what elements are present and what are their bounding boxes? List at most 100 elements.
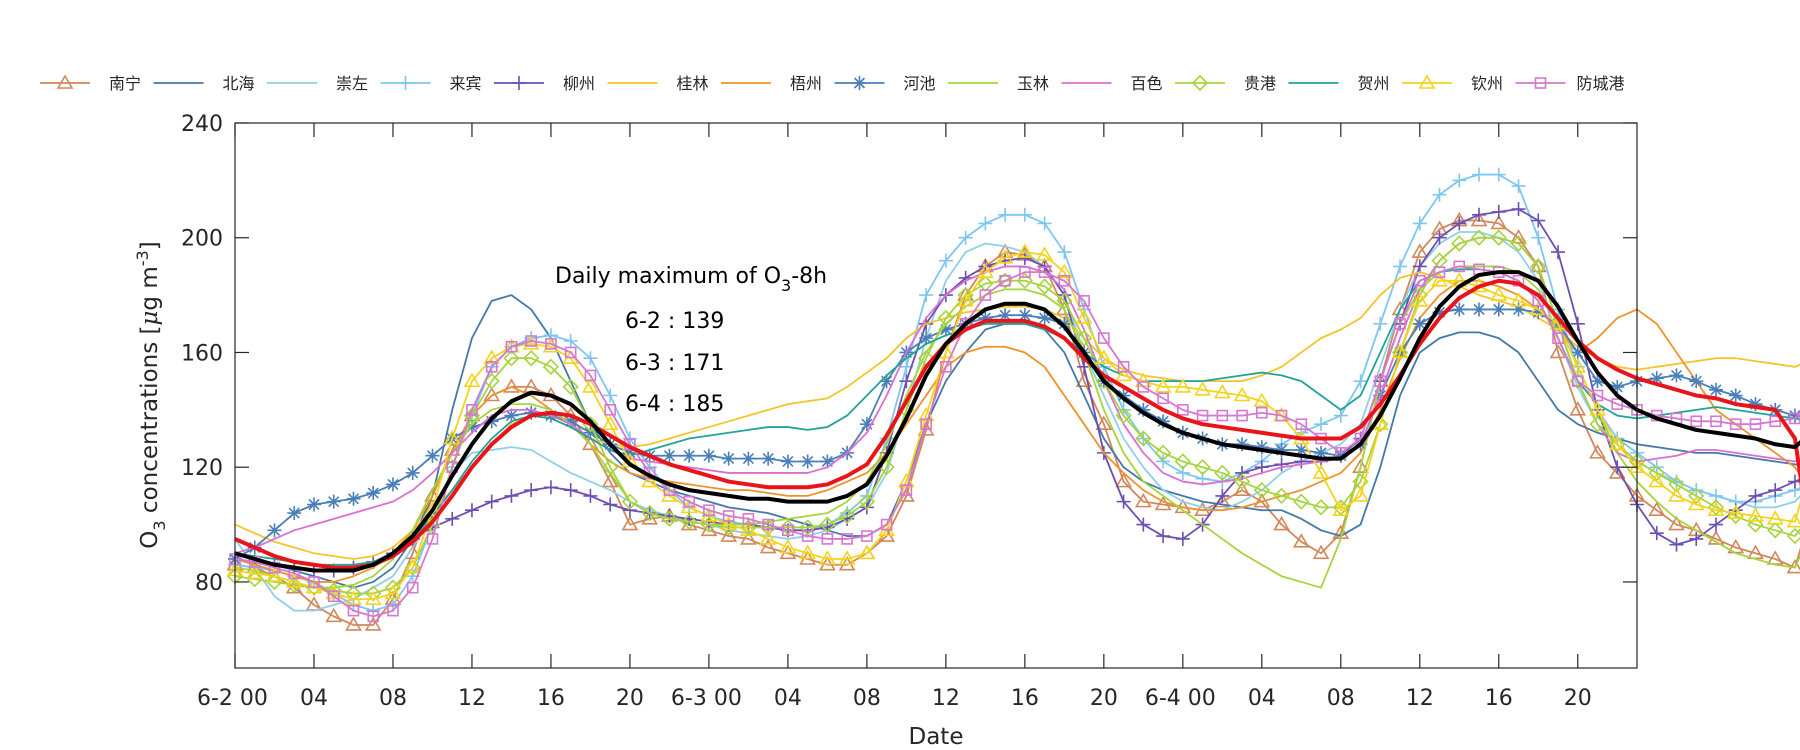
data-point-marker xyxy=(720,527,738,542)
data-point-marker xyxy=(1727,504,1745,519)
data-point-marker xyxy=(1057,245,1072,260)
data-point-marker xyxy=(1098,332,1110,344)
data-point-marker xyxy=(1095,415,1113,430)
x-tick-label: 16 xyxy=(537,686,565,711)
data-point-marker xyxy=(385,477,400,492)
data-point-marker xyxy=(1333,448,1348,463)
x-tick-label: 16 xyxy=(1011,686,1039,711)
data-point-marker xyxy=(1767,522,1784,539)
annotation-line-2: 6-3 : 171 xyxy=(625,351,724,376)
data-point-marker xyxy=(1036,246,1053,261)
data-point-marker xyxy=(976,263,994,278)
legend-label: 桂林 xyxy=(676,74,708,93)
data-point-marker xyxy=(1411,292,1429,307)
data-point-marker xyxy=(1236,409,1248,422)
data-point-marker xyxy=(1312,464,1330,479)
data-point-marker xyxy=(1273,515,1290,531)
data-point-marker xyxy=(1689,483,1704,498)
data-point-marker xyxy=(1056,292,1073,309)
data-point-marker xyxy=(345,585,362,602)
series-line xyxy=(234,278,1800,570)
data-point-marker xyxy=(1411,243,1429,258)
data-point-marker xyxy=(1747,516,1764,533)
x-tick-label: 12 xyxy=(932,686,960,711)
data-point-marker xyxy=(601,472,619,488)
data-point-marker xyxy=(1373,316,1388,331)
data-point-marker xyxy=(1453,260,1466,273)
data-point-marker xyxy=(1431,272,1448,287)
data-point-marker xyxy=(564,346,577,359)
data-point-marker xyxy=(1214,464,1231,482)
data-point-marker xyxy=(1748,488,1763,503)
data-point-marker xyxy=(1233,473,1251,490)
data-point-marker xyxy=(1057,316,1072,331)
data-point-marker xyxy=(1216,409,1229,422)
data-point-marker xyxy=(266,567,283,583)
data-point-marker xyxy=(1352,487,1369,502)
data-point-marker xyxy=(1136,517,1151,532)
data-point-marker xyxy=(345,590,362,605)
data-point-marker xyxy=(799,519,816,536)
x-tick-label: 12 xyxy=(458,686,486,711)
data-point-marker xyxy=(584,369,597,382)
data-point-marker xyxy=(1491,167,1506,182)
data-point-marker xyxy=(1134,493,1152,508)
data-point-marker xyxy=(1292,533,1310,548)
data-point-marker xyxy=(1551,245,1566,260)
data-point-marker xyxy=(1689,531,1704,546)
data-point-marker xyxy=(641,504,658,522)
data-point-marker xyxy=(1115,472,1132,488)
legend-item: 梧州 xyxy=(721,74,822,93)
data-point-marker xyxy=(503,378,520,393)
data-point-marker xyxy=(682,448,697,463)
data-point-marker xyxy=(1095,349,1113,365)
data-point-marker xyxy=(1075,309,1093,324)
data-point-marker xyxy=(740,530,757,545)
data-point-marker xyxy=(1036,278,1053,295)
data-point-marker xyxy=(485,361,498,373)
data-point-marker xyxy=(1472,167,1487,182)
x-tick-label: 20 xyxy=(1090,686,1118,711)
data-point-marker xyxy=(1078,295,1090,307)
series-line xyxy=(234,265,1800,618)
data-point-marker xyxy=(1174,378,1192,393)
data-point-marker xyxy=(1352,458,1369,474)
data-point-marker xyxy=(1728,388,1743,403)
data-point-marker xyxy=(1669,537,1684,552)
data-point-marker xyxy=(366,486,381,501)
data-point-marker xyxy=(1412,259,1427,274)
data-point-marker xyxy=(1608,435,1626,451)
data-point-marker xyxy=(1609,436,1626,453)
data-point-marker xyxy=(285,573,303,588)
data-point-marker xyxy=(246,564,264,580)
data-point-marker xyxy=(1156,529,1171,544)
data-point-marker xyxy=(503,350,520,367)
data-point-marker xyxy=(1374,375,1387,387)
x-tick-label: 16 xyxy=(1485,686,1513,711)
data-point-marker xyxy=(1432,187,1447,202)
data-point-marker xyxy=(1233,386,1251,402)
data-point-marker xyxy=(779,538,797,554)
data-point-marker xyxy=(1570,345,1585,360)
data-point-marker xyxy=(852,76,867,90)
legend-label: 河池 xyxy=(903,74,935,93)
data-point-marker xyxy=(937,309,955,327)
data-point-marker xyxy=(1552,332,1564,344)
data-point-marker xyxy=(604,404,616,416)
x-tick-label: 20 xyxy=(616,686,644,711)
data-point-marker xyxy=(1470,229,1488,246)
data-point-marker xyxy=(1294,443,1309,457)
data-point-marker xyxy=(1451,235,1468,252)
data-point-marker xyxy=(1016,272,1033,289)
axis-ticks: 80 120 160 200 240 6-2 00 04 08 12 16 20 6-3 00 04 08… xyxy=(181,112,1637,711)
data-point-marker xyxy=(1136,402,1151,417)
data-point-marker xyxy=(880,518,893,531)
data-point-marker xyxy=(583,488,598,503)
data-point-marker xyxy=(405,465,420,480)
data-point-marker xyxy=(1154,444,1172,461)
data-point-marker xyxy=(1394,317,1406,330)
data-point-marker xyxy=(1116,388,1131,403)
data-point-marker xyxy=(1233,481,1251,496)
legend-item: 南宁 xyxy=(40,74,141,93)
